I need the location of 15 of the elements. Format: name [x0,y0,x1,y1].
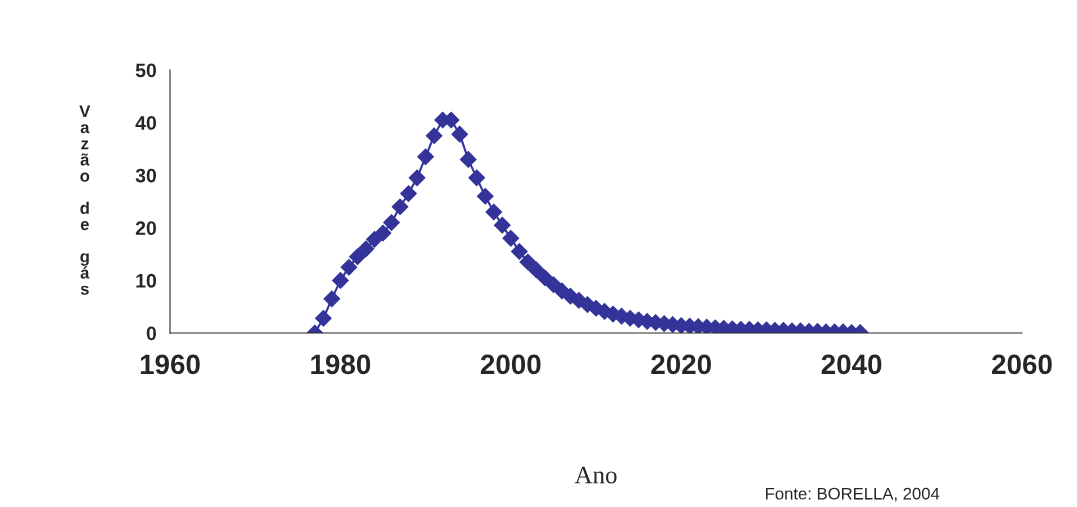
source-note: Fonte: BORELLA, 2004 [766,487,940,502]
x-tick-label: 2040 [821,354,882,375]
y-tick-label: 40 [135,116,157,130]
text: Vazão de gás [79,105,91,295]
x-tick-label: 2060 [992,354,1052,375]
x-axis-title: Ano [574,466,617,484]
y-tick-label: 0 [146,326,157,341]
x-tick-label: 1980 [311,354,371,375]
y-tick-label: 20 [135,221,157,236]
y-tick-label: 30 [135,168,157,183]
x-tick-label: 1960 [140,354,200,375]
y-tick-label: 10 [136,273,157,288]
x-tick-label: 2000 [480,354,541,375]
y-tick-label: 50 [135,63,157,78]
x-tick-label: 2020 [651,354,711,375]
